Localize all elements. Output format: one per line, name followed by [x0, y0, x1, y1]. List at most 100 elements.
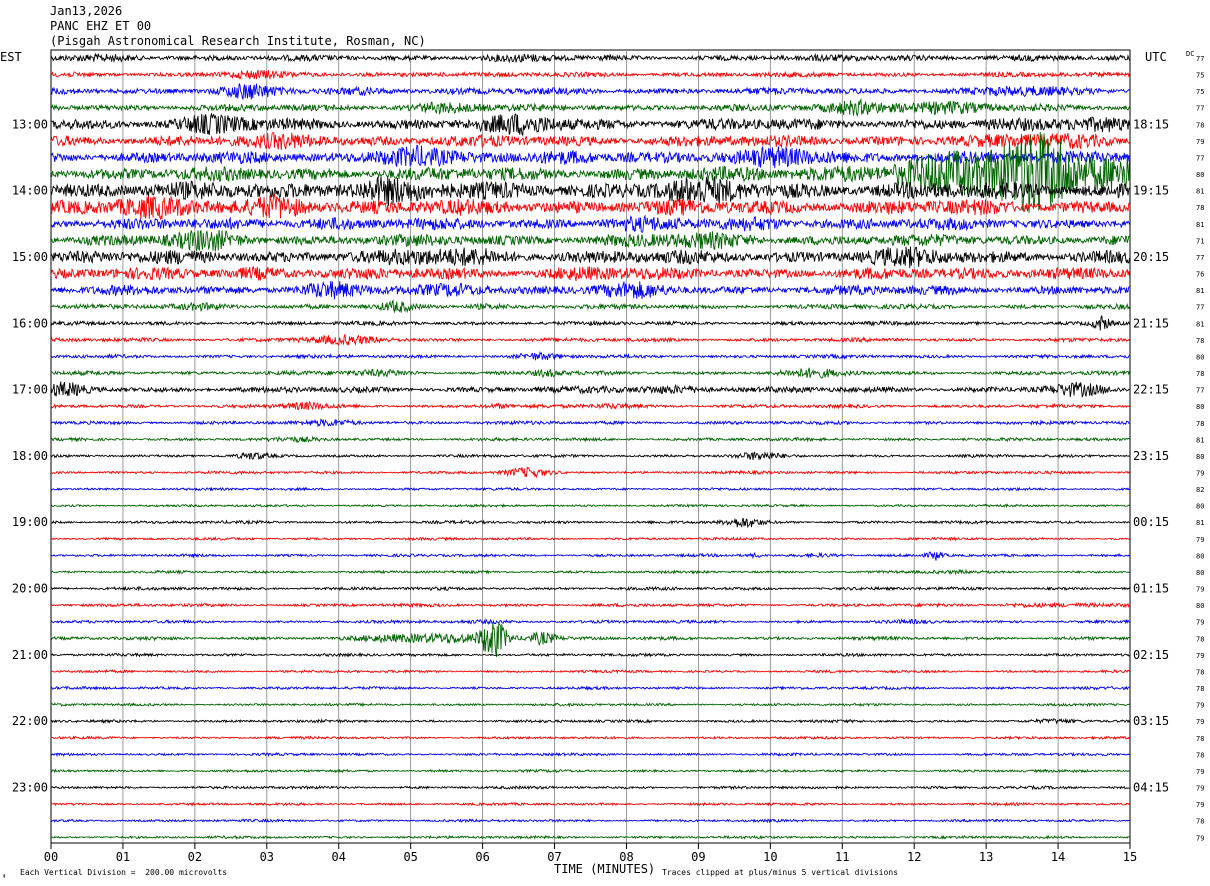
seismogram-trace [50, 418, 1130, 428]
est-hour-label: 17:00 [12, 383, 48, 397]
dc-offset-value: 82 [1196, 486, 1204, 494]
dc-offset-value: 77 [1196, 304, 1204, 312]
dc-offset-value: 71 [1196, 237, 1204, 245]
utc-hour-label: 22:15 [1133, 383, 1169, 397]
dc-offset-value: 77 [1196, 254, 1204, 262]
seismogram-trace [50, 315, 1130, 331]
dc-offset-value: 80 [1196, 171, 1204, 179]
plot-date: Jan13,2026 [50, 4, 123, 18]
utc-hour-label: 04:15 [1133, 781, 1169, 795]
plot-frame [50, 49, 1131, 844]
seismogram-trace [50, 435, 1130, 444]
seismogram-trace [50, 717, 1130, 725]
seismogram-trace [50, 585, 1130, 592]
seismogram-trace [50, 536, 1130, 542]
seismogram-trace [50, 451, 1130, 461]
est-hour-label: 16:00 [12, 316, 48, 330]
clip-note: Traces clipped at plus/minus 5 vertical … [662, 868, 899, 877]
dc-offset-value: 79 [1196, 834, 1204, 842]
dc-offset-value: 81 [1196, 287, 1204, 295]
dc-offset-value: 78 [1196, 685, 1204, 693]
est-hour-label: 22:00 [12, 714, 48, 728]
utc-hour-label: 18:15 [1133, 117, 1169, 131]
est-hour-label: 19:00 [12, 515, 48, 529]
seismogram-trace [50, 367, 1130, 379]
seismogram-trace [50, 132, 1130, 213]
seismogram-trace [50, 668, 1130, 675]
seismogram-trace [50, 400, 1130, 411]
seismogram-trace [50, 466, 1130, 479]
dc-offset-value: 81 [1196, 221, 1204, 229]
est-hour-label: 23:00 [12, 781, 48, 795]
seismogram-trace [50, 784, 1130, 791]
seismogram-trace [50, 69, 1130, 81]
scale-note: Each Vertical Division = 200.00 microvol… [20, 868, 228, 877]
dc-offset-value: 79 [1196, 718, 1204, 726]
seismogram-trace [50, 701, 1130, 708]
left-timezone-label: EST [0, 50, 22, 64]
utc-hour-label: 01:15 [1133, 582, 1169, 596]
est-hour-label: 21:00 [12, 648, 48, 662]
x-tick-label: 04 [332, 850, 346, 864]
dc-offset-value: 75 [1196, 72, 1204, 80]
seismogram-trace [50, 751, 1130, 758]
seismogram-trace [50, 601, 1130, 609]
est-hour-label: 14:00 [12, 184, 48, 198]
dc-offset-value: 80 [1196, 353, 1204, 361]
seismogram-trace [50, 350, 1130, 361]
x-tick-label: 08 [619, 850, 633, 864]
dc-offset-header: DC [1186, 50, 1195, 58]
seismogram-trace [50, 685, 1130, 692]
x-tick-label: 07 [547, 850, 561, 864]
dc-offset-value: 79 [1196, 536, 1204, 544]
seismogram-trace [50, 214, 1130, 233]
seismogram-trace [50, 568, 1130, 576]
utc-hour-label: 21:15 [1133, 316, 1169, 330]
dc-offset-value: 79 [1196, 470, 1204, 478]
x-tick-label: 00 [44, 850, 58, 864]
dc-offset-value: 75 [1196, 88, 1204, 96]
utc-hour-label: 19:15 [1133, 184, 1169, 198]
dc-offset-value: 78 [1196, 668, 1204, 676]
seismogram-trace [50, 229, 1130, 252]
station-location: (Pisgah Astronomical Research Institute,… [50, 34, 426, 48]
utc-hour-label: 20:15 [1133, 250, 1169, 264]
seismogram-trace [50, 192, 1130, 221]
x-tick-label: 14 [1051, 850, 1065, 864]
x-tick-label: 13 [979, 850, 993, 864]
dc-offset-value: 78 [1196, 337, 1204, 345]
x-tick-label: 06 [475, 850, 489, 864]
dc-offset-value: 81 [1196, 436, 1204, 444]
seismogram-trace [50, 280, 1130, 300]
dc-offset-value: 78 [1196, 735, 1204, 743]
dc-offset-value: 79 [1196, 702, 1204, 710]
dc-offset-value: 80 [1196, 403, 1204, 411]
x-tick-label: 12 [907, 850, 921, 864]
seismogram-trace [50, 801, 1130, 807]
est-hour-label: 20:00 [12, 582, 48, 596]
seismogram-trace [50, 113, 1130, 137]
seismogram-trace [50, 651, 1130, 658]
x-tick-label: 09 [691, 850, 705, 864]
x-tick-label: 15 [1123, 850, 1137, 864]
est-hour-label: 18:00 [12, 449, 48, 463]
utc-hour-label: 02:15 [1133, 648, 1169, 662]
dc-offset-value: 78 [1196, 204, 1204, 212]
seismogram-trace [50, 144, 1130, 169]
x-axis-title: TIME (MINUTES) [554, 862, 656, 876]
dc-offset-value: 79 [1196, 801, 1204, 809]
seismogram-trace [50, 381, 1130, 398]
seismogram-trace [50, 817, 1130, 824]
dc-offset-value: 77 [1196, 154, 1204, 162]
dc-offset-value: 78 [1196, 818, 1204, 826]
dc-offset-value: 78 [1196, 635, 1204, 643]
seismogram-trace [50, 132, 1130, 151]
seismogram-trace [50, 503, 1130, 509]
dc-offset-value: 77 [1196, 105, 1204, 113]
dc-offset-value: 81 [1196, 320, 1204, 328]
est-hour-label: 15:00 [12, 250, 48, 264]
dc-offset-value: 77 [1196, 387, 1204, 395]
x-tick-label: 03 [260, 850, 274, 864]
dc-offset-value: 77 [1196, 55, 1204, 63]
